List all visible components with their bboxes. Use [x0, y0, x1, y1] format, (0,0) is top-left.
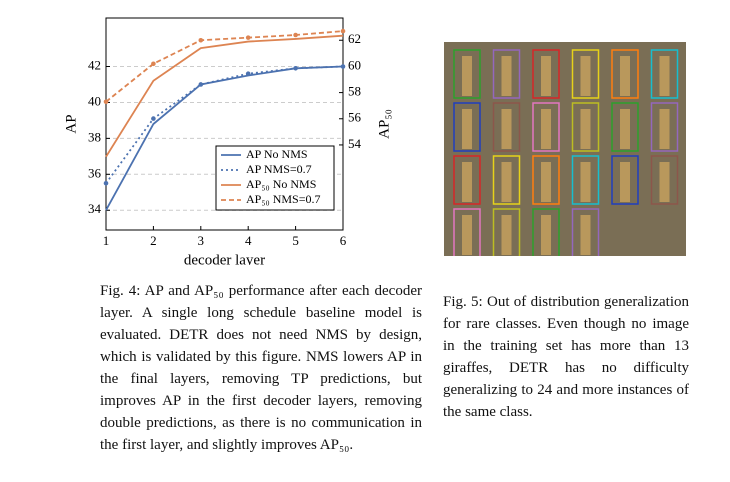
- detection-box: [611, 102, 639, 152]
- detection-box: [532, 208, 560, 256]
- y-axis-label: AP: [63, 114, 79, 133]
- giraffe-body: [541, 215, 551, 255]
- series-line: [105, 65, 344, 211]
- legend-label: AP No NMS: [246, 147, 308, 161]
- giraffe-body: [620, 109, 630, 149]
- detection-box: [492, 155, 521, 205]
- x-tick-label: 4: [245, 233, 252, 248]
- detection-box: [650, 102, 679, 152]
- giraffe-body: [462, 162, 472, 202]
- y-tick-label: 36: [88, 165, 102, 180]
- detection-box: [571, 49, 600, 99]
- giraffe-body: [541, 162, 551, 202]
- figure-4-caption: Fig. 4: AP and AP₅₀ performance after ea…: [100, 283, 422, 453]
- detection-box: [650, 155, 679, 205]
- x-tick-label: 3: [198, 233, 205, 248]
- giraffe-body: [659, 109, 670, 149]
- x-axis-label: decoder layer: [184, 252, 265, 265]
- legend-box: [215, 145, 335, 211]
- series-marker: [245, 35, 251, 40]
- series-marker: [340, 28, 346, 34]
- legend-label: AP₅₀ No NMS: [246, 177, 316, 191]
- giraffe-image: [444, 42, 686, 256]
- giraffe-body: [541, 56, 551, 96]
- series-marker: [293, 32, 298, 38]
- giraffe-body: [580, 215, 591, 255]
- series-line: [105, 30, 344, 103]
- detection-box: [611, 49, 639, 99]
- detection-box: [453, 49, 481, 99]
- giraffe-body: [501, 215, 512, 255]
- giraffe-body: [501, 56, 512, 96]
- detection-box: [571, 102, 600, 152]
- detection-box: [532, 155, 560, 205]
- detection-box: [492, 49, 521, 99]
- series-marker: [340, 64, 346, 69]
- giraffe-body: [620, 162, 630, 202]
- series-marker: [293, 66, 298, 71]
- series-line: [105, 65, 344, 184]
- y2-tick-label: 56: [348, 110, 362, 125]
- series-line: [105, 34, 344, 158]
- detection-box: [492, 208, 521, 256]
- series-marker: [103, 99, 109, 105]
- y2-tick-label: 58: [348, 84, 361, 99]
- giraffe-body: [580, 109, 591, 149]
- y2-tick-label: 54: [348, 136, 362, 151]
- detection-box: [532, 102, 560, 152]
- giraffe-body: [501, 162, 512, 202]
- giraffe-body: [620, 56, 630, 96]
- detection-box: [611, 155, 639, 205]
- legend-label: AP₅₀ NMS=0.7: [246, 192, 320, 206]
- y2-tick-label: 62: [348, 31, 361, 46]
- detection-box: [492, 102, 521, 152]
- y2-axis-label: AP₅₀: [376, 109, 392, 139]
- detection-box: [453, 208, 481, 256]
- image-background: [444, 42, 686, 256]
- y-tick-label: 40: [88, 93, 101, 108]
- y2-tick-label: 60: [348, 57, 361, 72]
- series-marker: [198, 37, 204, 43]
- x-tick-label: 2: [150, 233, 157, 248]
- y-tick-label: 34: [88, 201, 102, 216]
- giraffe-body: [501, 109, 512, 149]
- series-marker: [151, 61, 156, 67]
- giraffe-body: [541, 109, 551, 149]
- y-tick-label: 38: [88, 129, 101, 144]
- giraffe-body: [462, 109, 472, 149]
- plot-frame: [105, 17, 344, 231]
- y-tick-label: 42: [88, 57, 101, 72]
- giraffe-body: [462, 56, 472, 96]
- series-marker: [245, 71, 251, 76]
- detection-box: [650, 49, 679, 99]
- giraffe-body: [462, 215, 472, 255]
- legend-label: AP NMS=0.7: [246, 162, 312, 176]
- giraffe-body: [580, 162, 591, 202]
- detection-box: [571, 155, 600, 205]
- series-marker: [151, 116, 156, 121]
- series-marker: [198, 82, 204, 87]
- detection-box: [571, 208, 600, 256]
- x-tick-label: 5: [292, 233, 299, 248]
- series-marker: [103, 180, 109, 186]
- giraffe-body: [659, 56, 670, 96]
- giraffe-body: [580, 56, 591, 96]
- x-tick-label: 1: [103, 233, 110, 248]
- figure-5-caption: Fig. 5: Out of distribution generalizati…: [443, 294, 689, 420]
- x-tick-label: 6: [340, 233, 347, 248]
- giraffe-body: [659, 162, 670, 202]
- detection-box: [453, 102, 481, 152]
- detection-box: [453, 155, 481, 205]
- detection-box: [532, 49, 560, 99]
